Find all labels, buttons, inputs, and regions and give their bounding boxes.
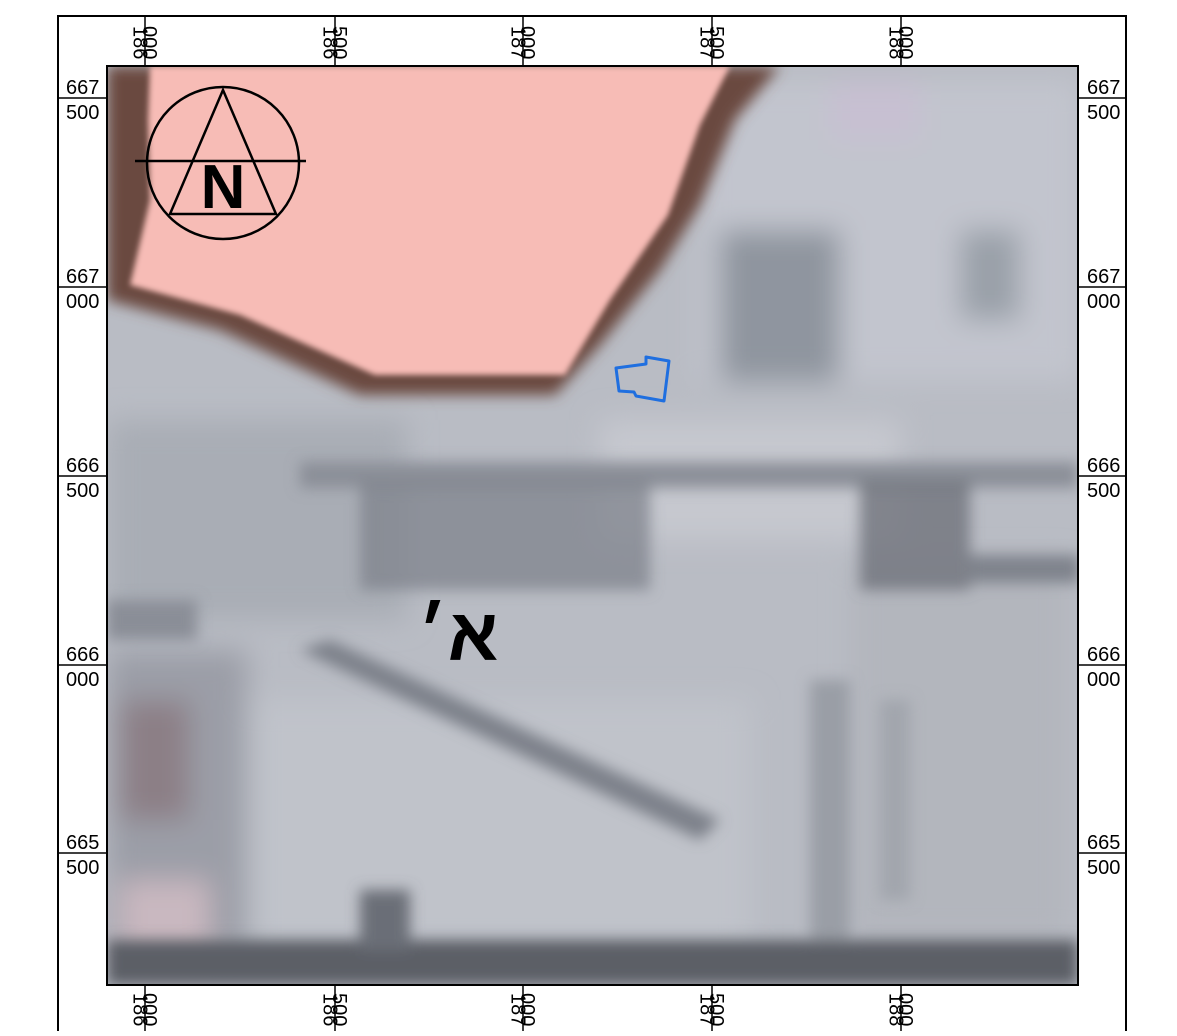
x-label-bottom-3-a: 187 [695, 993, 717, 1026]
map-frame [106, 65, 1079, 986]
parcel-outline[interactable] [614, 355, 671, 403]
zone-polygon [107, 66, 780, 395]
y-label-right-3-a: 666 [1087, 644, 1120, 666]
y-grid-ticks [58, 97, 1126, 854]
y-labels-right: 667 500 667 000 666 500 666 000 665 500 [1087, 77, 1120, 879]
y-labels-left: 667 500 667 000 666 500 666 000 665 500 [66, 77, 99, 879]
x-label-top-2-a: 187 [506, 26, 528, 59]
x-label-bottom-0-b: 000 [138, 993, 160, 1026]
y-label-right-1-b: 000 [1087, 291, 1120, 313]
x-label-top-4-b: 000 [894, 26, 916, 59]
y-label-left-4-a: 665 [66, 832, 99, 854]
x-label-bottom-4-b: 000 [894, 993, 916, 1026]
x-label-bottom-2-a: 187 [506, 993, 528, 1026]
x-label-top-2-b: 000 [516, 26, 538, 59]
x-label-top-0-b: 000 [138, 26, 160, 59]
x-label-bottom-1-a: 186 [318, 993, 340, 1026]
north-letter: N [201, 153, 246, 222]
y-label-right-4-b: 500 [1087, 857, 1120, 879]
x-label-bottom-4-a: 188 [884, 993, 906, 1026]
y-label-left-1-b: 000 [66, 291, 99, 313]
x-label-top-4-a: 188 [884, 26, 906, 59]
y-label-right-0-a: 667 [1087, 77, 1120, 99]
aerial-imagery [107, 66, 1078, 985]
y-label-right-2-b: 500 [1087, 480, 1120, 502]
y-label-right-4-a: 665 [1087, 832, 1120, 854]
x-label-bottom-1-b: 500 [328, 993, 350, 1026]
y-label-right-1-a: 667 [1087, 266, 1120, 288]
x-label-top-3-a: 187 [695, 26, 717, 59]
x-label-top-1-b: 500 [328, 26, 350, 59]
y-label-left-0-a: 667 [66, 77, 99, 99]
y-label-left-3-a: 666 [66, 644, 99, 666]
y-label-left-2-a: 666 [66, 455, 99, 477]
y-label-left-4-b: 500 [66, 857, 99, 879]
imagery-roads [107, 462, 1078, 985]
north-arrow-icon: N [135, 85, 306, 241]
y-label-right-3-b: 000 [1087, 669, 1120, 691]
x-labels-top: 186 000 186 500 187 000 187 500 188 000 [128, 26, 916, 59]
x-label-bottom-3-b: 500 [705, 993, 727, 1026]
y-label-left-1-a: 667 [66, 266, 99, 288]
x-grid-ticks [144, 16, 902, 1031]
x-labels-bottom: 186 000 186 500 187 000 187 500 188 000 [128, 993, 916, 1026]
area-label: א׳ [418, 593, 499, 676]
x-label-top-1-a: 186 [318, 26, 340, 59]
y-label-left-3-b: 000 [66, 669, 99, 691]
y-label-left-2-b: 500 [66, 480, 99, 502]
x-label-top-0-a: 186 [128, 26, 150, 59]
x-label-bottom-2-b: 000 [516, 993, 538, 1026]
y-label-left-0-b: 500 [66, 102, 99, 124]
x-label-top-3-b: 500 [705, 26, 727, 59]
y-label-right-2-a: 666 [1087, 455, 1120, 477]
x-label-bottom-0-a: 186 [128, 993, 150, 1026]
outer-frame [57, 15, 1127, 1036]
y-label-right-0-b: 500 [1087, 102, 1120, 124]
